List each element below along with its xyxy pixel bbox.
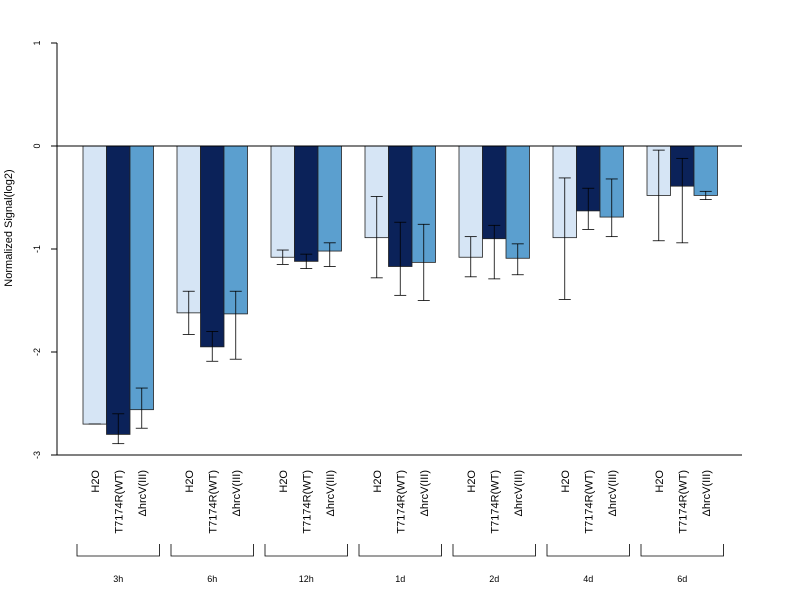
group-bracket — [264, 544, 348, 557]
category-label: H2O — [90, 470, 102, 493]
bar — [693, 145, 718, 196]
group-label: 1d — [395, 574, 405, 584]
bar — [223, 145, 248, 315]
bar — [106, 145, 131, 435]
bar — [270, 145, 295, 258]
group-bracket — [546, 544, 630, 557]
y-axis-label: Normalized Signal(log2) — [3, 169, 15, 286]
category-label: ΔhrcV(III) — [513, 470, 525, 516]
y-tick-label: -2 — [32, 348, 42, 356]
bar — [129, 145, 154, 411]
plot-area: 1 0 -1 -2 -3 H2O T7174R(WT) ΔhrcV(III) 3h H2O T717… — [32, 40, 742, 584]
bar — [317, 145, 342, 252]
category-label: T7174R(WT) — [395, 470, 407, 534]
category-label: T7174R(WT) — [583, 470, 595, 534]
group-label: 6h — [207, 574, 217, 584]
bar — [200, 145, 225, 348]
category-label: T7174R(WT) — [301, 470, 313, 534]
category-label: ΔhrcV(III) — [231, 470, 243, 516]
category-label: H2O — [184, 470, 196, 493]
category-label: H2O — [560, 470, 572, 493]
category-label: ΔhrcV(III) — [701, 470, 713, 516]
group-label: 2d — [489, 574, 499, 584]
group-bracket — [170, 544, 254, 557]
group-bracket — [640, 544, 724, 557]
group-label: 12h — [299, 574, 314, 584]
category-label: T7174R(WT) — [489, 470, 501, 534]
y-tick-label: 1 — [32, 40, 42, 45]
y-tick-label: -1 — [32, 245, 42, 253]
group-bracket — [452, 544, 536, 557]
category-label: H2O — [372, 470, 384, 493]
group-bracket — [76, 544, 160, 557]
group-bracket — [358, 544, 442, 557]
y-tick-label: -3 — [32, 451, 42, 459]
group-label: 6d — [677, 574, 687, 584]
category-label: H2O — [278, 470, 290, 493]
category-label: T7174R(WT) — [207, 470, 219, 534]
y-tick-label: 0 — [32, 143, 42, 148]
category-label: ΔhrcV(III) — [325, 470, 337, 516]
bar — [505, 145, 530, 259]
category-label: ΔhrcV(III) — [419, 470, 431, 516]
bar — [482, 145, 507, 240]
category-label: H2O — [654, 470, 666, 493]
category-label: ΔhrcV(III) — [607, 470, 619, 516]
category-label: T7174R(WT) — [113, 470, 125, 534]
category-label: ΔhrcV(III) — [137, 470, 149, 516]
bar — [176, 145, 201, 314]
category-label: H2O — [466, 470, 478, 493]
bar — [294, 145, 319, 262]
bar — [82, 145, 107, 425]
category-label: T7174R(WT) — [677, 470, 689, 534]
group-label: 4d — [583, 574, 593, 584]
group-label: 3h — [113, 574, 123, 584]
